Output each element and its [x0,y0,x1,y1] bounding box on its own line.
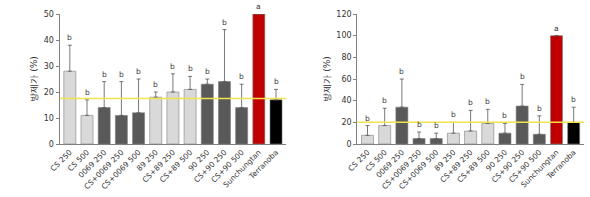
svg-text:CS+89 250: CS+89 250 [438,148,475,185]
svg-text:Terranoba: Terranoba [247,148,280,181]
svg-text:90 250: 90 250 [186,148,211,173]
svg-text:CS+89 500: CS+89 500 [158,148,195,185]
svg-text:b: b [170,62,175,71]
svg-text:b: b [85,88,90,97]
svg-text:CS+90 250: CS+90 250 [490,148,527,185]
svg-text:b: b [399,67,404,76]
svg-text:b: b [274,77,279,86]
svg-text:CS+89 250: CS+89 250 [141,148,178,185]
svg-text:10: 10 [44,114,54,123]
svg-text:CS 500: CS 500 [364,148,389,173]
svg-text:b: b [205,67,210,76]
svg-text:Terranoba: Terranoba [544,148,577,181]
svg-text:b: b [451,110,456,119]
svg-text:b: b [485,97,490,106]
svg-text:b: b [571,95,576,104]
svg-text:0: 0 [347,140,352,149]
svg-text:89 250: 89 250 [433,148,458,173]
svg-text:b: b [520,72,525,81]
svg-text:89 250: 89 250 [135,148,160,173]
svg-text:50: 50 [44,10,54,19]
svg-text:60: 60 [341,75,351,84]
svg-text:b: b [67,33,72,42]
svg-text:b: b [119,70,124,79]
svg-text:CS 250: CS 250 [49,148,74,173]
svg-text:b: b [537,104,542,113]
svg-text:CS 250: CS 250 [346,148,371,173]
svg-text:b: b [382,96,387,105]
svg-text:b: b [102,70,107,79]
svg-text:90 250: 90 250 [484,148,509,173]
svg-text:b: b [239,72,244,81]
svg-text:b: b [417,120,422,129]
svg-text:0069 250: 0069 250 [77,148,109,180]
svg-text:방제가 (%): 방제가 (%) [322,56,332,101]
svg-text:100: 100 [336,31,351,40]
svg-text:CS+90 250: CS+90 250 [192,148,229,185]
svg-text:b: b [502,111,507,120]
svg-text:CS+0069 250: CS+0069 250 [82,148,125,191]
svg-text:a: a [554,24,559,33]
svg-text:CS+90 500: CS+90 500 [209,148,246,185]
svg-text:b: b [468,98,473,107]
svg-text:Sunchungtan: Sunchungtan [221,148,263,190]
svg-text:CS+0069 500: CS+0069 500 [397,148,440,191]
svg-text:Sunchungtan: Sunchungtan [519,148,561,190]
svg-text:20: 20 [341,118,351,127]
svg-text:b: b [365,114,370,123]
svg-text:30: 30 [44,62,54,71]
svg-text:40: 40 [341,96,351,105]
svg-text:a: a [256,2,261,11]
svg-text:120: 120 [336,10,351,19]
svg-text:0069 250: 0069 250 [374,148,406,180]
svg-text:방제가 (%): 방제가 (%) [29,56,39,101]
svg-text:CS+89 500: CS+89 500 [455,148,492,185]
svg-text:b: b [222,18,227,27]
svg-text:CS+0069 500: CS+0069 500 [99,148,142,191]
svg-text:20: 20 [44,88,54,97]
svg-text:b: b [153,80,158,89]
svg-text:40: 40 [44,36,54,45]
svg-text:80: 80 [341,53,351,62]
svg-text:b: b [136,67,141,76]
svg-text:0: 0 [49,140,54,149]
svg-text:CS+90 500: CS+90 500 [507,148,544,185]
svg-text:b: b [434,121,439,130]
svg-text:b: b [188,64,193,73]
svg-text:CS 500: CS 500 [66,148,91,173]
svg-text:CS+0069 250: CS+0069 250 [380,148,423,191]
